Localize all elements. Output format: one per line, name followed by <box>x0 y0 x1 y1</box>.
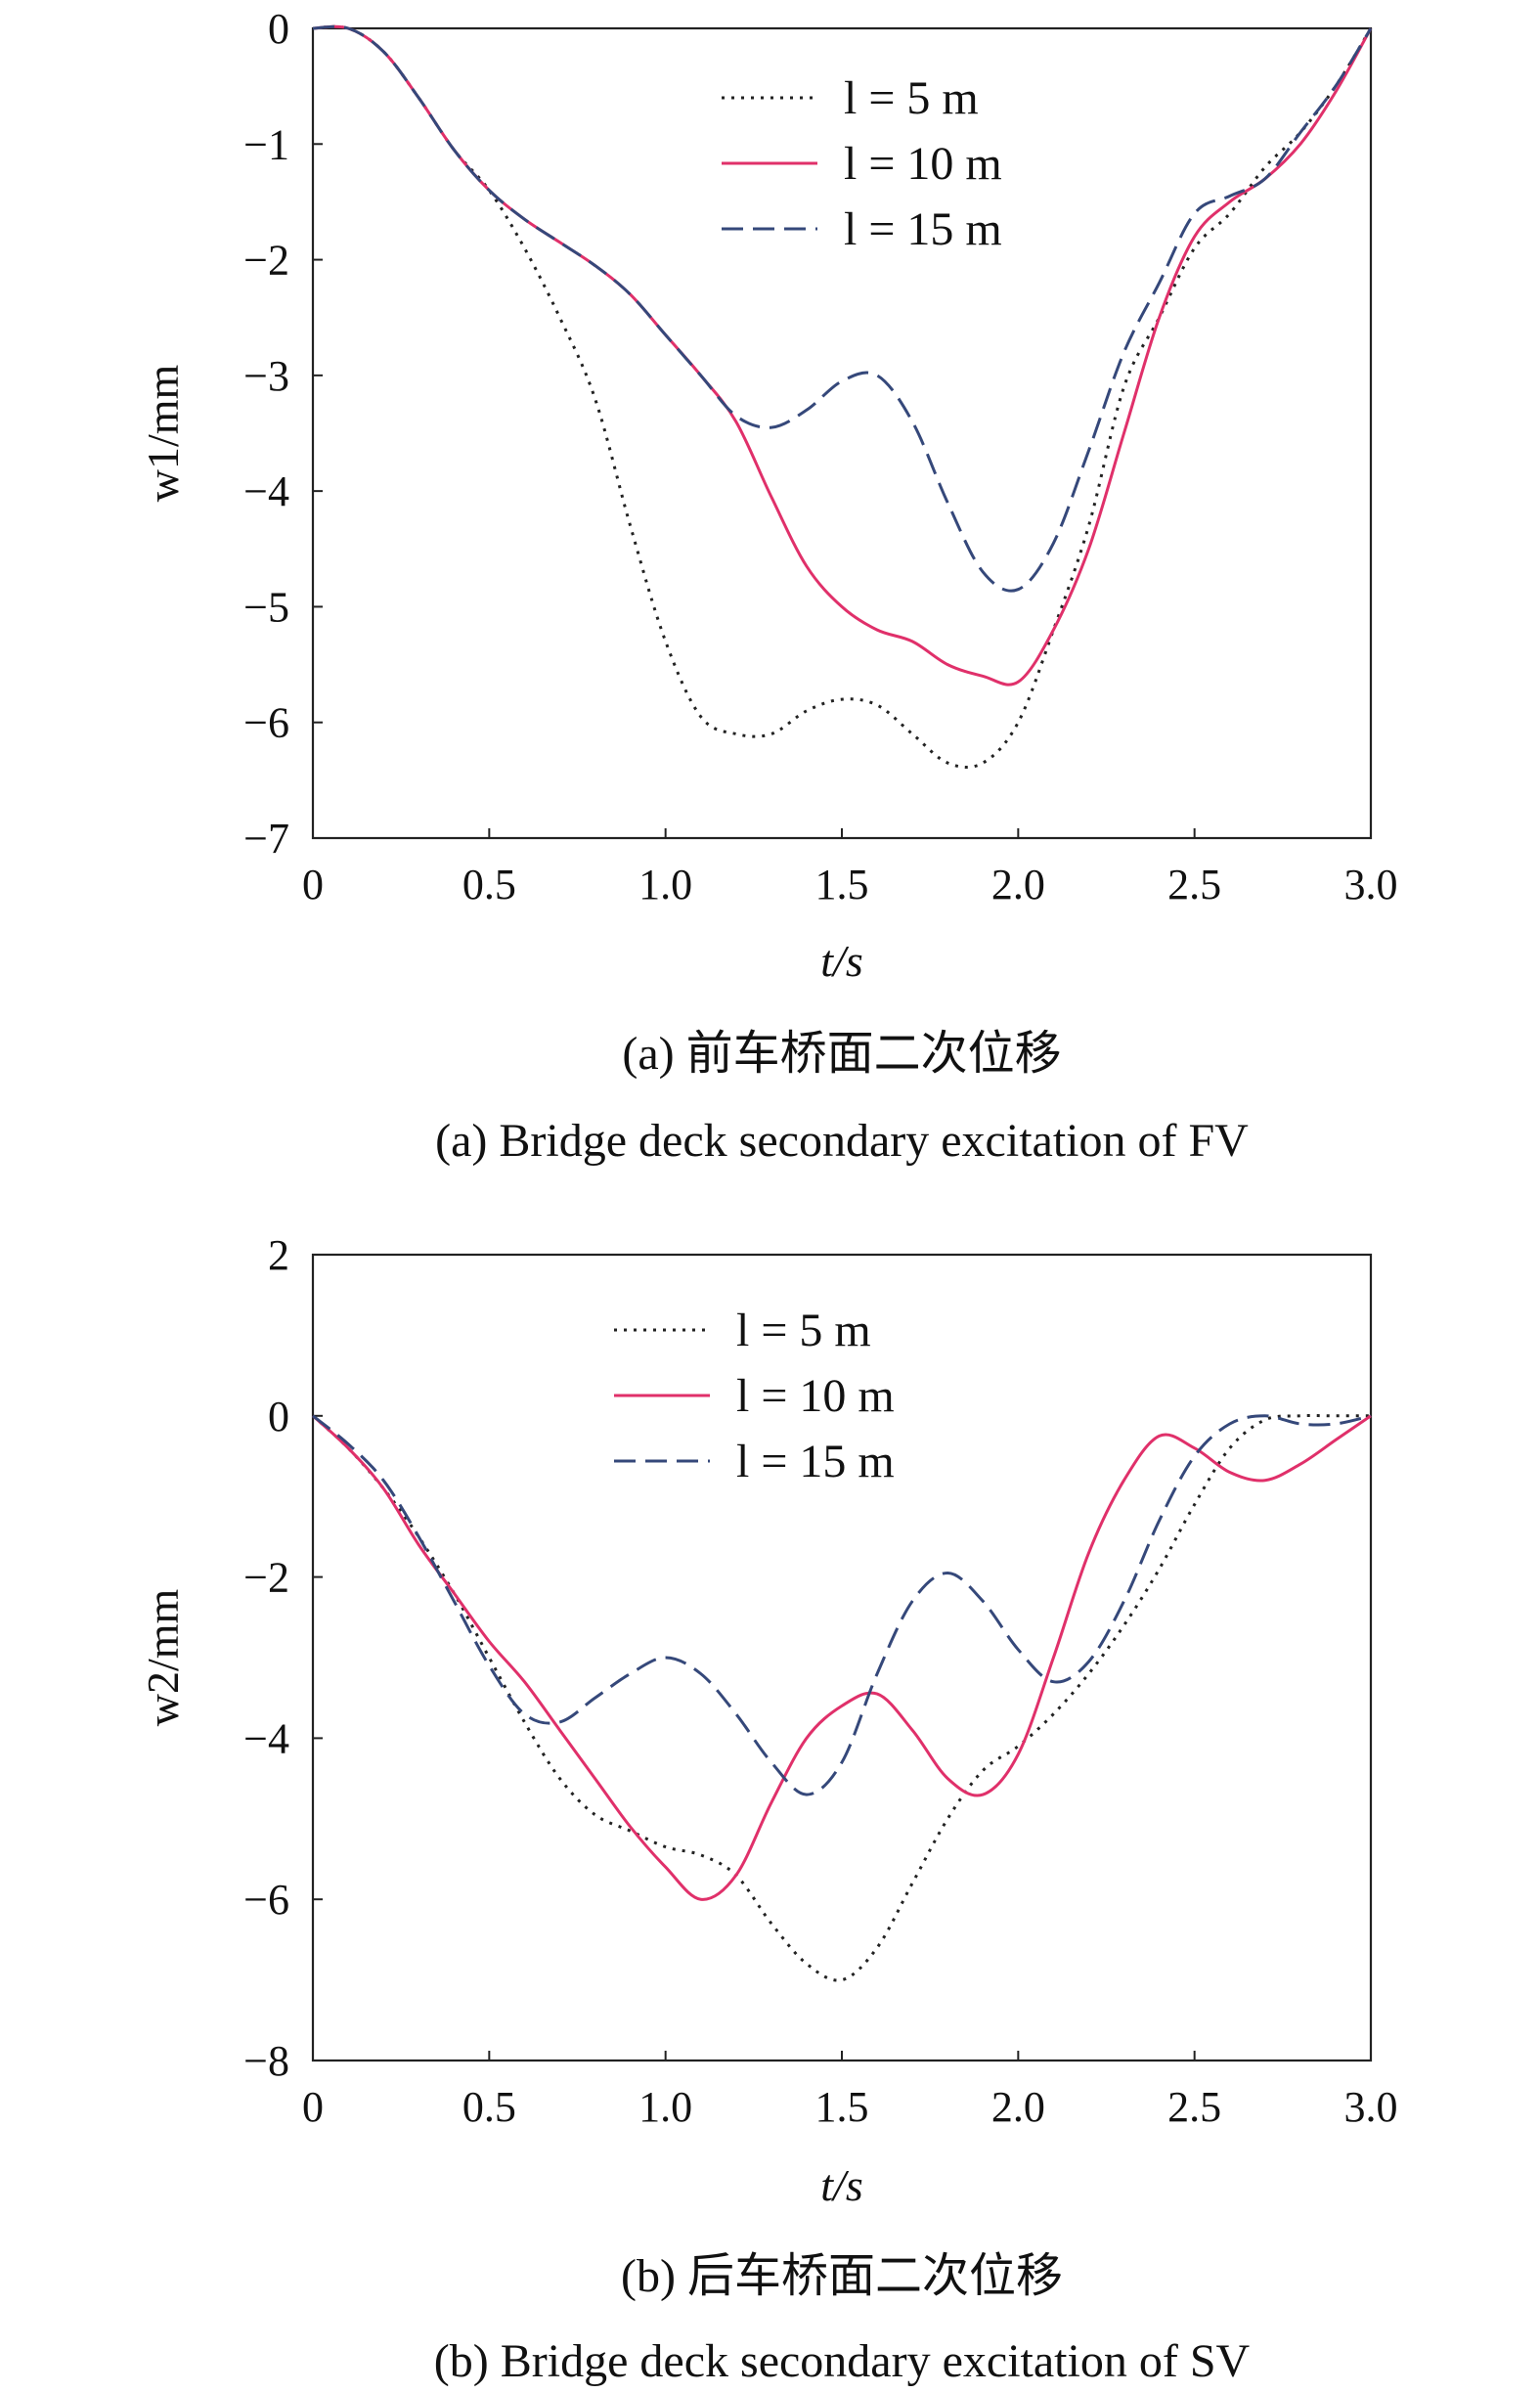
series-line-dashed <box>312 24 1373 593</box>
plot-frame-a <box>311 26 1373 840</box>
y-tick-label: −6 <box>243 1876 289 1924</box>
y-tick-label: −6 <box>243 699 289 747</box>
legend-label: l = 10 m <box>736 1370 895 1422</box>
legend-label: l = 5 m <box>844 72 979 124</box>
panel-b: 20−2−4−6−8 0 0.5 1.0 1.5 2.0 2.5 3.0 l = 5 ml … <box>138 1231 1398 2387</box>
y-tick-label: −4 <box>243 1714 289 1762</box>
y-axis-label-b: w2/mm <box>138 1589 188 1727</box>
legend-label: l = 10 m <box>844 138 1002 190</box>
x-axis-ticks-a: 0 0.5 1.0 1.5 2.0 2.5 3.0 <box>302 828 1398 908</box>
x-axis-label-a: t/s <box>820 936 862 986</box>
x-tick-label: 3.0 <box>1344 2083 1398 2131</box>
legend-label: l = 5 m <box>736 1305 871 1356</box>
y-tick-label: 0 <box>268 1393 289 1440</box>
series-line-dashed <box>312 1414 1372 1796</box>
legend-a: l = 5 m l = 10 m l = 15 m <box>722 72 1002 255</box>
y-tick-label: −3 <box>243 352 289 400</box>
x-tick-label: 2.0 <box>991 2083 1045 2131</box>
y-axis-ticks-b: 2 0 −2 −4 −6 −8 <box>243 1231 323 2085</box>
caption-cn-a: (a) 前车桥面二次位移 <box>622 1028 1061 1080</box>
series-group-b <box>311 1413 1372 1982</box>
x-axis-label-b: t/s <box>820 2160 862 2210</box>
x-tick-label: 1.0 <box>638 2083 692 2131</box>
x-tick-label: 0.5 <box>462 2083 516 2131</box>
x-tick-label: 1.5 <box>815 861 869 908</box>
caption-en-b: (b) Bridge deck secondary excitation of … <box>434 2335 1251 2387</box>
x-axis-ticks-b: 0 0.5 1.0 1.5 2.0 2.5 3.0 <box>302 2051 1398 2131</box>
y-tick-label: −5 <box>243 583 289 631</box>
series-line-solid <box>311 1414 1372 1901</box>
x-tick-label: 0.5 <box>462 861 516 908</box>
x-tick-label: 2.5 <box>1167 861 1221 908</box>
x-tick-label: 3.0 <box>1344 861 1398 908</box>
y-tick-label: −1 <box>243 120 289 168</box>
y-tick-label: −7 <box>243 815 289 863</box>
legend-label: l = 15 m <box>844 203 1002 255</box>
y-axis-ticks-a: 0 −1 −2 −3 −4 −5 −6 −7 <box>243 5 323 863</box>
y-axis-label-a: w1/mm <box>138 365 188 503</box>
x-tick-label: 1.5 <box>815 2083 869 2131</box>
y-tick-label: −2 <box>243 1554 289 1602</box>
series-line-solid <box>312 24 1373 687</box>
x-tick-label: 2.5 <box>1167 2083 1221 2131</box>
y-tick-label: −8 <box>243 2037 289 2085</box>
series-line-dotted <box>311 1413 1371 1982</box>
legend-b: l = 5 m l = 10 m l = 15 m <box>614 1305 895 1487</box>
x-tick-label: 0 <box>302 861 324 908</box>
y-tick-label: 2 <box>268 1231 289 1279</box>
y-tick-label: −2 <box>243 237 289 285</box>
legend-label: l = 15 m <box>736 1436 895 1487</box>
y-tick-label: −4 <box>243 467 289 515</box>
x-tick-label: 1.0 <box>638 861 692 908</box>
y-tick-label: 0 <box>268 5 289 53</box>
x-tick-label: 2.0 <box>991 861 1045 908</box>
series-group-a <box>312 24 1373 770</box>
x-tick-label: 0 <box>302 2083 324 2131</box>
caption-cn-b: (b) 后车桥面二次位移 <box>621 2250 1063 2302</box>
series-line-dotted <box>312 24 1373 770</box>
panel-a: 0 −1 −2 −3 −4 −5 −6 −7 0 0.5 1.0 1.5 2.0 2.5 3.0 l = … <box>138 5 1398 1167</box>
caption-en-a: (a) Bridge deck secondary excitation of … <box>435 1115 1249 1167</box>
